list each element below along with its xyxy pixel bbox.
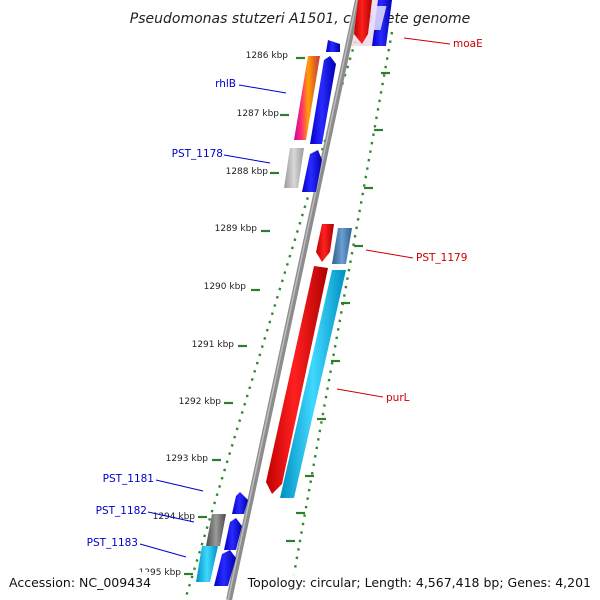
label-moaE[interactable]: moaE xyxy=(453,38,483,50)
leader-PST_1181 xyxy=(155,479,204,492)
gene-blue-near-PST_1182[interactable] xyxy=(224,518,242,550)
gene-PST_1183[interactable] xyxy=(196,546,218,582)
label-rhlB[interactable]: rhlB xyxy=(215,78,236,90)
label-PST_1178[interactable]: PST_1178 xyxy=(172,148,223,160)
label-PST_1183[interactable]: PST_1183 xyxy=(87,537,138,549)
gene-purL[interactable] xyxy=(280,270,346,498)
tick-label-1292: 1292 kbp xyxy=(179,397,222,407)
tick-label-1288: 1288 kbp xyxy=(226,167,269,177)
gene-blue-near-rhlB[interactable] xyxy=(310,56,336,144)
leader-moaE xyxy=(403,37,451,45)
label-purL[interactable]: purL xyxy=(386,392,410,404)
label-PST_1179[interactable]: PST_1179 xyxy=(416,252,467,264)
map-title: Pseudomonas stutzeri A1501, complete gen… xyxy=(130,11,470,27)
gene-red-near-PST_1179[interactable] xyxy=(316,224,334,262)
leader-rhlB xyxy=(238,84,287,94)
genome-backbone xyxy=(226,0,361,600)
tick-label-1286: 1286 kbp xyxy=(246,51,289,61)
leader-PST_1179 xyxy=(365,249,414,259)
gene-blue-near-PST_1178[interactable] xyxy=(302,150,322,192)
footer-backdrop-left xyxy=(0,572,150,592)
gene-blue-near-PST_1183[interactable] xyxy=(214,550,236,586)
label-PST_1182[interactable]: PST_1182 xyxy=(96,505,147,517)
leader-PST_1183 xyxy=(139,543,187,558)
tick-label-1289: 1289 kbp xyxy=(215,224,258,234)
tick-label-1293: 1293 kbp xyxy=(166,454,209,464)
footer-backdrop-right xyxy=(258,572,600,592)
backbone-highlight xyxy=(227,0,358,600)
accession-text: Accession: NC_009434 xyxy=(9,575,151,590)
tick-label-1287: 1287 kbp xyxy=(237,109,280,119)
gene-feature-red-top[interactable] xyxy=(354,0,372,44)
gene-PST_1181[interactable] xyxy=(232,492,248,514)
tick-label-1290: 1290 kbp xyxy=(204,282,247,292)
gene-rhlB[interactable] xyxy=(294,56,320,140)
topology-text: Topology: circular; Length: 4,567,418 bp… xyxy=(247,575,591,590)
tick-label-1291: 1291 kbp xyxy=(192,340,235,350)
leader-PST_1178 xyxy=(223,154,271,164)
inner-tick-marks xyxy=(286,71,390,543)
leader-purL xyxy=(336,388,384,398)
gene-rhlB-partner[interactable] xyxy=(326,40,340,52)
gene-PST_1182[interactable] xyxy=(206,514,226,546)
leader-PST_1182 xyxy=(147,511,195,523)
tick-labels: 1286 kbp 1287 kbp 1288 kbp 1289 kbp 1290… xyxy=(139,51,289,578)
label-PST_1181[interactable]: PST_1181 xyxy=(103,473,154,485)
gene-red-long[interactable] xyxy=(266,266,328,494)
gene-PST_1179[interactable] xyxy=(332,228,352,264)
tick-label-1295: 1295 kbp xyxy=(139,568,182,578)
gene-PST_1178[interactable] xyxy=(284,148,304,188)
tick-marks xyxy=(184,56,305,576)
tick-label-1294: 1294 kbp xyxy=(153,512,196,522)
gene-moaE-pale xyxy=(368,6,387,30)
